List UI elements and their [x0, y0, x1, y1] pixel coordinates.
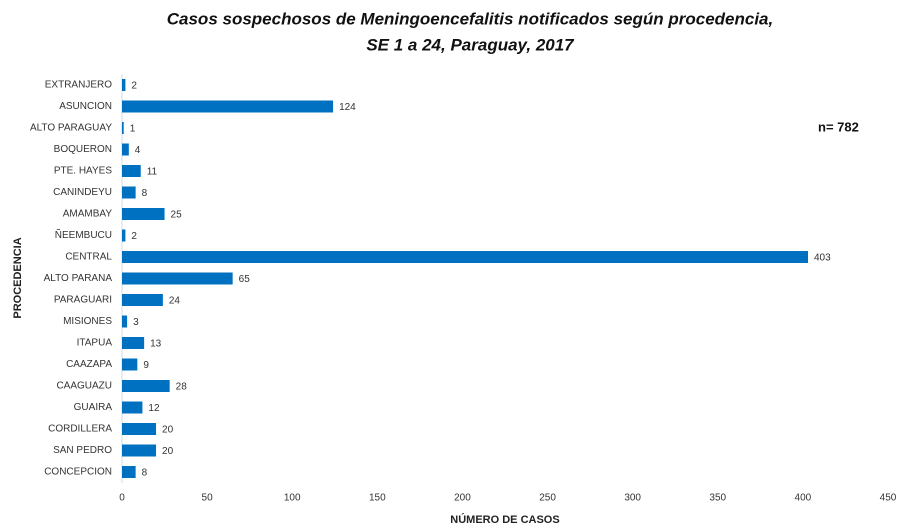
y-tick-label: SAN PEDRO — [53, 445, 112, 456]
value-label: 25 — [171, 210, 183, 221]
bar — [122, 358, 138, 371]
bar — [122, 337, 145, 349]
bar — [122, 444, 157, 457]
value-label: 12 — [148, 403, 160, 414]
value-label: 4 — [135, 145, 141, 156]
value-label: 8 — [142, 188, 148, 199]
value-label: 403 — [814, 253, 831, 264]
value-label: 2 — [131, 231, 137, 242]
y-tick-label: CANINDEYU — [53, 187, 112, 198]
chart-title: Casos sospechosos de Meningoencefalitis … — [167, 9, 773, 28]
y-tick-label: CORDILLERA — [48, 424, 112, 435]
bar — [122, 79, 126, 91]
bar — [122, 208, 165, 220]
value-label: 11 — [147, 167, 158, 178]
x-tick-label: 150 — [369, 493, 386, 504]
bar — [122, 272, 233, 285]
x-tick-label: 450 — [880, 493, 897, 504]
y-tick-label: ALTO PARANA — [44, 273, 113, 284]
value-label: 3 — [133, 317, 139, 328]
bar — [122, 100, 334, 113]
y-tick-label: ÑEEMBUCU — [55, 228, 112, 241]
bar — [122, 186, 136, 199]
value-label: 8 — [142, 468, 148, 479]
bar — [122, 315, 128, 328]
value-label: 9 — [143, 360, 149, 371]
value-label: 1 — [130, 124, 136, 135]
y-tick-label: ALTO PARAGUAY — [30, 123, 112, 134]
y-tick-label: CONCEPCION — [44, 467, 112, 478]
bar — [122, 294, 163, 306]
x-tick-label: 100 — [284, 493, 301, 504]
y-tick-label: ITAPUA — [77, 338, 113, 349]
x-tick-label: 250 — [539, 493, 556, 504]
x-axis-title: NÚMERO DE CASOS — [450, 513, 559, 526]
value-label: 28 — [176, 382, 188, 393]
y-axis-title: PROCEDENCIA — [12, 237, 24, 318]
y-tick-label: BOQUERON — [54, 144, 112, 155]
value-label: 20 — [162, 446, 174, 457]
x-tick-label: 400 — [795, 493, 812, 504]
y-tick-label: CAAGUAZU — [56, 381, 112, 392]
y-tick-label: MISIONES — [63, 316, 112, 327]
y-tick-label: PARAGUARI — [54, 295, 112, 306]
bar — [122, 122, 124, 134]
bar — [122, 466, 136, 478]
y-tick-label: PTE. HAYES — [54, 166, 112, 177]
y-tick-label: GUAIRA — [74, 402, 113, 413]
bar — [122, 401, 143, 414]
bar — [122, 165, 141, 177]
x-tick-label: 0 — [119, 493, 125, 504]
value-label: 24 — [169, 296, 181, 307]
bar — [122, 229, 126, 242]
y-tick-label: CENTRAL — [65, 252, 112, 263]
x-tick-label: 350 — [709, 493, 726, 504]
y-tick-label: AMAMBAY — [63, 209, 113, 220]
x-tick-label: 50 — [202, 493, 214, 504]
bar — [122, 423, 157, 435]
value-label: 65 — [239, 274, 251, 285]
y-tick-label: ASUNCION — [59, 101, 112, 112]
value-label: 13 — [150, 339, 162, 350]
bar — [122, 380, 170, 392]
y-tick-label: EXTRANJERO — [45, 80, 112, 91]
y-tick-label: CAAZAPA — [66, 359, 112, 370]
x-tick-label: 300 — [624, 493, 641, 504]
bar — [122, 143, 129, 156]
value-label: 20 — [162, 425, 174, 436]
bar — [122, 251, 808, 263]
x-tick-label: 200 — [454, 493, 471, 504]
annotation: n= 782 — [818, 119, 859, 134]
value-label: 124 — [339, 102, 356, 113]
value-label: 2 — [131, 81, 137, 92]
chart-title: SE 1 a 24, Paraguay, 2017 — [366, 35, 575, 54]
